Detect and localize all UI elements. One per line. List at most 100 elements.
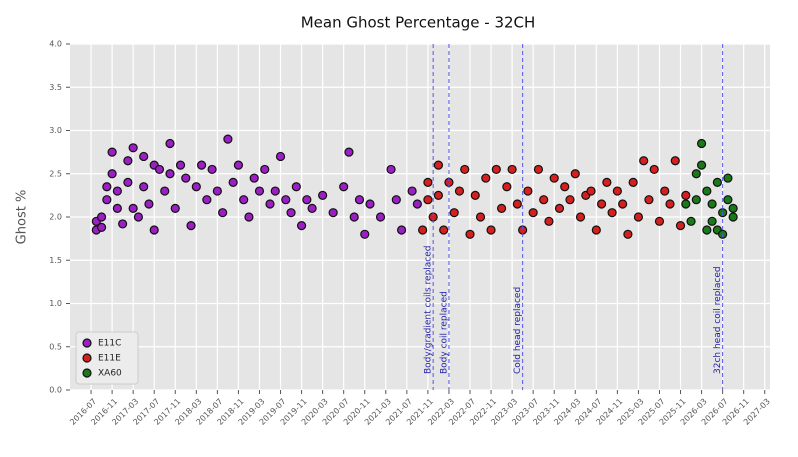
data-point xyxy=(139,151,149,162)
legend-box xyxy=(75,331,139,385)
data-point xyxy=(265,199,275,209)
data-point xyxy=(102,195,112,205)
data-point xyxy=(112,186,122,196)
data-point xyxy=(539,195,549,205)
data-point xyxy=(207,164,217,175)
data-point xyxy=(154,164,165,175)
data-point xyxy=(123,156,133,166)
data-point xyxy=(570,169,580,179)
data-point xyxy=(407,186,417,196)
legend-label: E11C xyxy=(98,339,121,349)
data-point xyxy=(202,195,212,205)
y-axis-title: Ghost % xyxy=(15,190,30,245)
data-point xyxy=(112,203,122,213)
data-point xyxy=(160,186,170,196)
data-point xyxy=(681,199,691,209)
data-point xyxy=(296,221,307,231)
data-point xyxy=(460,164,470,175)
data-point xyxy=(691,195,701,205)
data-point xyxy=(439,225,449,235)
data-point xyxy=(186,221,196,231)
data-point xyxy=(475,212,486,222)
data-point xyxy=(244,212,254,222)
data-point xyxy=(96,222,107,232)
data-point xyxy=(639,156,649,166)
data-point xyxy=(502,182,512,192)
data-point xyxy=(133,212,144,222)
data-point xyxy=(170,203,180,213)
data-point xyxy=(418,225,428,235)
data-point xyxy=(249,173,259,183)
data-point xyxy=(149,225,159,235)
data-point xyxy=(560,182,570,192)
y-tick-label: 4.0 xyxy=(49,40,62,49)
data-point xyxy=(544,216,554,226)
data-point xyxy=(118,219,128,229)
data-point xyxy=(391,195,401,205)
event-label: Cold head replaced xyxy=(513,287,523,374)
data-point xyxy=(349,212,359,222)
data-point xyxy=(623,229,633,239)
data-point xyxy=(470,190,480,200)
data-point xyxy=(691,169,701,179)
y-tick-label: 0.0 xyxy=(49,386,62,395)
data-point xyxy=(302,195,312,205)
data-point xyxy=(191,182,201,192)
data-point xyxy=(144,199,154,209)
data-point xyxy=(275,151,286,162)
y-tick-label: 1.5 xyxy=(49,256,62,265)
y-tick-label: 0.5 xyxy=(49,342,62,351)
event-label: 32ch head coil replaced xyxy=(713,266,723,374)
data-point xyxy=(223,134,233,144)
y-tick-label: 2.0 xyxy=(49,213,62,222)
data-point xyxy=(354,195,365,205)
data-point xyxy=(702,225,712,235)
data-point xyxy=(196,160,207,170)
data-point xyxy=(233,160,244,170)
data-point xyxy=(423,177,433,187)
data-point xyxy=(486,225,496,235)
data-point xyxy=(507,164,517,175)
y-tick-label: 2.5 xyxy=(49,169,62,178)
data-point xyxy=(628,177,638,187)
data-point xyxy=(239,195,249,205)
data-point xyxy=(344,147,354,157)
data-point xyxy=(512,199,522,209)
data-point xyxy=(123,177,133,187)
data-point xyxy=(670,156,680,166)
data-point xyxy=(328,208,338,218)
data-point xyxy=(254,186,265,196)
data-point xyxy=(449,208,459,218)
event-label: Body/gradient coils replaced xyxy=(424,246,434,375)
event-label: Body coil replaced xyxy=(439,291,449,374)
data-point xyxy=(696,160,707,170)
data-point xyxy=(528,208,538,218)
data-point xyxy=(633,212,644,222)
legend-label: E11E xyxy=(98,354,121,364)
data-point xyxy=(318,190,328,200)
data-point xyxy=(696,138,707,149)
data-point xyxy=(612,186,622,196)
data-point xyxy=(554,203,565,213)
legend-label: XA60 xyxy=(98,369,122,379)
data-point xyxy=(228,177,238,187)
data-point xyxy=(128,203,138,213)
data-point xyxy=(491,164,501,175)
data-point xyxy=(649,164,659,175)
data-point xyxy=(686,216,696,226)
data-point xyxy=(723,195,733,205)
data-point xyxy=(218,208,228,218)
data-point xyxy=(707,199,717,209)
data-point xyxy=(549,173,559,183)
data-point xyxy=(523,186,533,196)
data-point xyxy=(291,182,301,192)
data-point xyxy=(433,190,444,200)
data-point xyxy=(454,186,465,196)
data-point xyxy=(433,160,444,170)
data-point xyxy=(260,164,270,175)
data-point xyxy=(365,199,375,209)
data-point xyxy=(602,177,612,187)
chart-title: Mean Ghost Percentage - 32CH xyxy=(301,14,536,32)
data-point xyxy=(654,216,665,226)
data-point xyxy=(270,186,280,196)
